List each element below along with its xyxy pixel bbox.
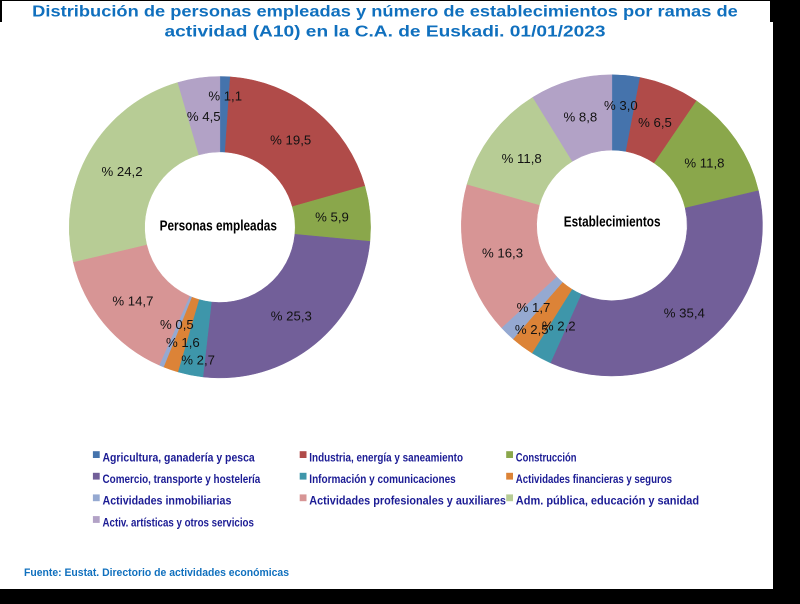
svg-text:Actividades inmobiliarias: Actividades inmobiliarias bbox=[103, 496, 232, 508]
svg-text:Activ. artísticas y otros serv: Activ. artísticas y otros servicios bbox=[103, 517, 254, 529]
svg-text:Establecimientos: Establecimientos bbox=[564, 213, 661, 230]
svg-text:Distribución de personas emple: Distribución de personas empleadas y núm… bbox=[32, 4, 738, 21]
svg-text:% 6,5: % 6,5 bbox=[638, 115, 672, 130]
svg-text:Fuente: Eustat. Directorio de: Fuente: Eustat. Directorio de actividade… bbox=[24, 567, 289, 579]
svg-text:% 5,9: % 5,9 bbox=[315, 210, 349, 225]
svg-text:actividad (A10) en la C.A. de: actividad (A10) en la C.A. de Euskadi. 0… bbox=[165, 23, 606, 40]
svg-text:Adm. pública, educación y sani: Adm. pública, educación y sanidad bbox=[516, 496, 699, 508]
svg-text:Construcción: Construcción bbox=[516, 453, 577, 465]
svg-text:% 11,8: % 11,8 bbox=[684, 155, 724, 170]
svg-text:% 19,5: % 19,5 bbox=[270, 133, 311, 148]
svg-text:Agricultura, ganadería y pesca: Agricultura, ganadería y pesca bbox=[103, 453, 256, 465]
svg-text:% 16,3: % 16,3 bbox=[482, 246, 523, 261]
svg-text:% 1,6: % 1,6 bbox=[166, 335, 200, 350]
svg-text:% 2,2: % 2,2 bbox=[542, 319, 576, 334]
svg-text:% 8,8: % 8,8 bbox=[564, 110, 598, 125]
svg-text:Industria, energía y saneamien: Industria, energía y saneamiento bbox=[309, 453, 463, 465]
svg-text:% 25,3: % 25,3 bbox=[271, 308, 312, 323]
svg-text:% 0,5: % 0,5 bbox=[160, 317, 194, 332]
svg-text:% 3,0: % 3,0 bbox=[604, 98, 638, 113]
svg-text:% 35,4: % 35,4 bbox=[664, 306, 705, 321]
svg-text:% 14,7: % 14,7 bbox=[112, 293, 153, 308]
svg-text:Información y comunicaciones: Información y comunicaciones bbox=[309, 474, 455, 486]
svg-text:% 2,7: % 2,7 bbox=[181, 353, 215, 368]
svg-text:% 24,2: % 24,2 bbox=[101, 164, 142, 179]
svg-text:% 4,5: % 4,5 bbox=[187, 109, 221, 124]
svg-text:Actividades financieras y segu: Actividades financieras y seguros bbox=[516, 474, 672, 486]
svg-text:% 11,8: % 11,8 bbox=[502, 151, 542, 166]
svg-text:Personas empleadas: Personas empleadas bbox=[160, 218, 277, 235]
svg-text:Actividades profesionales y au: Actividades profesionales y auxiliares bbox=[309, 496, 506, 508]
svg-text:Comercio, transporte y hostele: Comercio, transporte y hostelería bbox=[103, 474, 261, 486]
svg-text:% 1,7: % 1,7 bbox=[517, 300, 551, 315]
svg-text:% 2,5: % 2,5 bbox=[515, 322, 549, 337]
svg-text:% 1,1: % 1,1 bbox=[208, 89, 242, 104]
